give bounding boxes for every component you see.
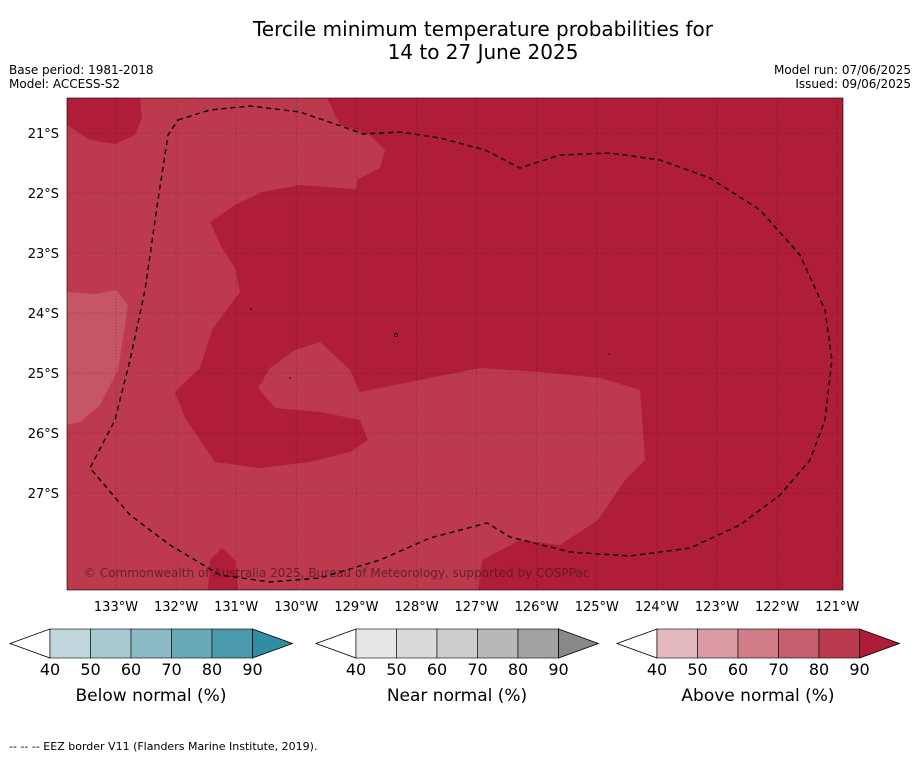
copyright-notice: © Commonwealth of Australia 2025, Bureau… xyxy=(84,566,589,580)
colorbar-tick-label: 80 xyxy=(809,660,829,679)
colorbar-extend-low xyxy=(615,628,658,659)
region-above-80-90-south xyxy=(208,548,238,590)
region-above-80-90-nw xyxy=(67,98,142,144)
colorbar-extend-high xyxy=(252,628,294,659)
meta-left: Base period: 1981-2018 Model: ACCESS-S2 xyxy=(9,63,154,91)
chart-title: Tercile minimum temperature probabilitie… xyxy=(0,18,919,64)
lat-label: 23°S xyxy=(28,247,59,262)
lon-label: 133°W xyxy=(94,600,138,615)
island-marker xyxy=(608,353,610,355)
colorbar-tick-label: 90 xyxy=(548,660,568,679)
island-marker xyxy=(394,333,398,337)
lon-label: 123°W xyxy=(695,600,739,615)
model-run: Model run: 07/06/2025 xyxy=(773,63,911,77)
colorbar-tick-label: 70 xyxy=(467,660,487,679)
lon-label: 129°W xyxy=(334,600,378,615)
colorbar-segment xyxy=(396,628,438,659)
model-name: Model: ACCESS-S2 xyxy=(9,77,121,91)
lon-label: 121°W xyxy=(815,600,859,615)
colorbar-tick-label: 70 xyxy=(161,660,181,679)
region-above-60-70 xyxy=(67,290,128,425)
colorbar-segment xyxy=(656,628,698,659)
lon-label: 131°W xyxy=(214,600,258,615)
map: © Commonwealth of Australia 2025, Bureau… xyxy=(28,97,860,615)
colorbar-segment xyxy=(778,628,820,659)
map-frame xyxy=(66,97,844,591)
colorbar-extend-low xyxy=(8,628,51,659)
colorbar-tick-label: 50 xyxy=(386,660,406,679)
graticule xyxy=(67,98,843,590)
colorbar-tick-label: 80 xyxy=(508,660,528,679)
colorbar-segment xyxy=(90,628,132,659)
eez-border xyxy=(89,105,833,583)
longitude-labels: 133°W 132°W 131°W 130°W 129°W 128°W 127°W 126°W… xyxy=(94,600,860,615)
region-above-80-90-main xyxy=(175,98,843,590)
colorbar-segment xyxy=(477,628,519,659)
colorbar-tick-label: 70 xyxy=(768,660,788,679)
colorbar-segment xyxy=(171,628,213,659)
colorbar-extend-low xyxy=(314,628,357,659)
colorbar-segment xyxy=(436,628,478,659)
footer-note: -- -- -- EEZ border V11 (Flanders Marine… xyxy=(9,740,318,753)
colorbar-tick-label: 60 xyxy=(728,660,748,679)
colorbar-segment xyxy=(49,628,91,659)
colorbar-tick-label: 60 xyxy=(427,660,447,679)
latitude-labels: 21°S 22°S 23°S 24°S 25°S 26°S 27°S xyxy=(28,127,59,502)
colorbar-segment xyxy=(130,628,172,659)
colorbar-tick-label: 40 xyxy=(647,660,667,679)
colorbar-tick-label: 90 xyxy=(849,660,869,679)
lat-label: 22°S xyxy=(28,187,59,202)
colorbar-below: 40 50 60 70 80 90 xyxy=(8,628,294,679)
colorbar-above-label: Above normal (%) xyxy=(681,686,835,706)
colorbar-tick-label: 60 xyxy=(121,660,141,679)
island-marker xyxy=(250,308,252,310)
lat-label: 25°S xyxy=(28,367,59,382)
colorbar-near-label: Near normal (%) xyxy=(386,686,528,706)
colorbar-tick-label: 50 xyxy=(687,660,707,679)
map-field xyxy=(67,98,843,590)
colorbar-near: 40 50 60 70 80 90 xyxy=(314,628,600,679)
colorbar-segment xyxy=(355,628,397,659)
title-line-2: 14 to 27 June 2025 xyxy=(387,40,579,64)
colorbar-extend-high xyxy=(558,628,600,659)
title-line-1: Tercile minimum temperature probabilitie… xyxy=(252,17,714,41)
island-marker xyxy=(289,377,291,379)
issued-date: Issued: 09/06/2025 xyxy=(795,77,911,91)
colorbar-segment xyxy=(737,628,779,659)
colorbar-segment xyxy=(818,628,860,659)
colorbar-above: 40 50 60 70 80 90 xyxy=(615,628,901,679)
colorbar-segment xyxy=(697,628,739,659)
colorbar-tick-label: 80 xyxy=(202,660,222,679)
colorbar-tick-label: 40 xyxy=(346,660,366,679)
lon-label: 132°W xyxy=(154,600,198,615)
colorbar-extend-high xyxy=(859,628,901,659)
lat-label: 27°S xyxy=(28,487,59,502)
lon-label: 127°W xyxy=(455,600,499,615)
lon-label: 124°W xyxy=(635,600,679,615)
lon-label: 126°W xyxy=(515,600,559,615)
lat-label: 21°S xyxy=(28,127,59,142)
lon-label: 122°W xyxy=(755,600,799,615)
lat-label: 26°S xyxy=(28,427,59,442)
lon-label: 130°W xyxy=(274,600,318,615)
meta-right: Model run: 07/06/2025 Issued: 09/06/2025 xyxy=(774,63,911,91)
colorbar-tick-label: 90 xyxy=(242,660,262,679)
colorbar-segment xyxy=(517,628,559,659)
colorbar-below-label: Below normal (%) xyxy=(75,686,227,706)
colorbar-tick-label: 40 xyxy=(40,660,60,679)
lat-label: 24°S xyxy=(28,307,59,322)
colorbar-tick-label: 50 xyxy=(80,660,100,679)
base-period: Base period: 1981-2018 xyxy=(9,63,154,77)
lon-label: 125°W xyxy=(575,600,619,615)
colorbar-segment xyxy=(211,628,253,659)
lon-label: 128°W xyxy=(394,600,438,615)
